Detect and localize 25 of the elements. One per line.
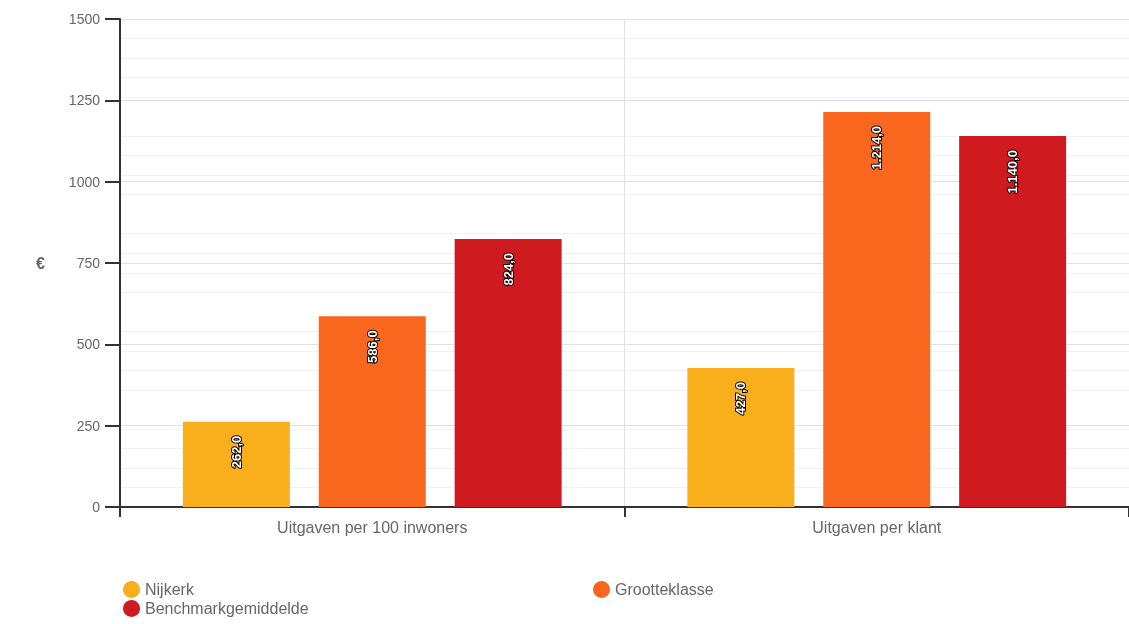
data-label: 824,0 [500, 252, 516, 286]
legend-label: Grootteklasse [615, 581, 714, 598]
y-tick-label: 1250 [68, 92, 101, 109]
legend-label: Benchmarkgemiddelde [145, 600, 309, 617]
x-tick-label: Uitgaven per klant [812, 518, 942, 536]
x-tick-label: Uitgaven per 100 inwoners [277, 518, 468, 536]
bar [823, 112, 931, 507]
y-tick-label: 500 [76, 336, 101, 353]
y-tick-label: 1000 [68, 173, 101, 190]
y-tick-label: 0 [92, 499, 101, 515]
y-tick-label: 750 [76, 255, 101, 271]
data-label: 262,0 [228, 435, 244, 469]
bar [318, 316, 426, 507]
bar [182, 421, 290, 507]
data-label: 427,0 [733, 382, 749, 415]
y-tick-label: 1500 [68, 11, 101, 27]
data-label: 586,0 [364, 330, 380, 363]
data-label: 1.140,0 [1005, 150, 1021, 194]
y-axis-title: € [36, 254, 46, 272]
bar [687, 368, 795, 507]
bar [454, 238, 562, 507]
legend-label: Nijkerk [145, 581, 195, 598]
data-label: 1.214,0 [869, 126, 885, 170]
y-tick-label: 250 [76, 417, 101, 434]
bar [959, 136, 1067, 507]
